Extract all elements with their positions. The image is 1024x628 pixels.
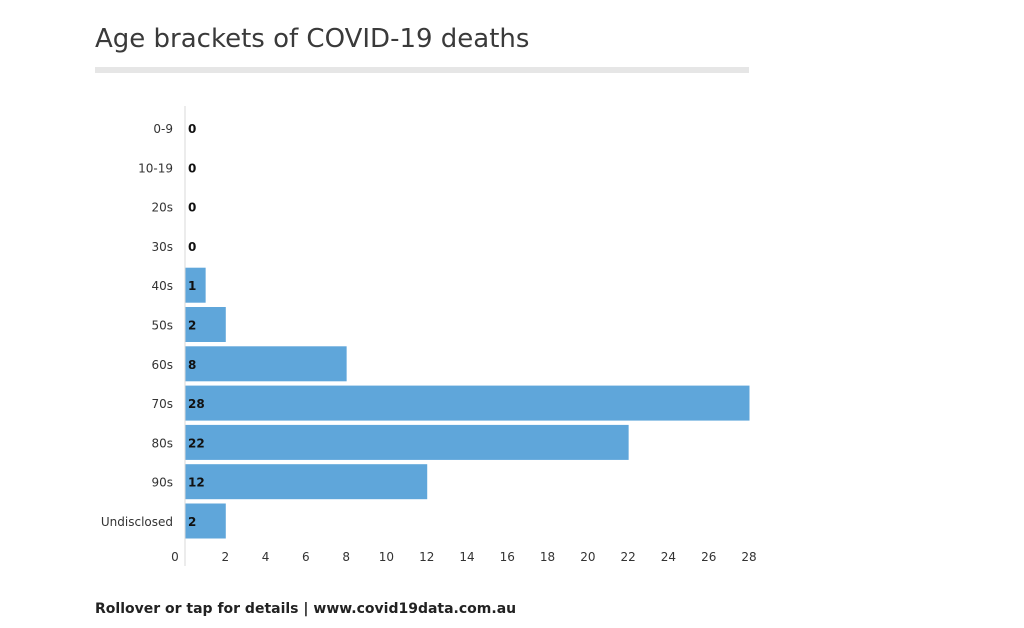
footer-note: Rollover or tap for details | www.covid1… (95, 601, 517, 617)
category-label: 60s (151, 358, 173, 372)
x-tick-label: 4 (262, 550, 270, 564)
data-label: 12 (188, 476, 205, 490)
x-tick-label: 0 (171, 550, 179, 564)
category-label: 80s (151, 436, 173, 450)
x-tick-label: 6 (302, 550, 310, 564)
x-axis-ticks: 0 2 4 6 8 10 12 14 16 18 20 22 24 26 28 (171, 550, 756, 564)
x-tick-label: 14 (459, 550, 474, 564)
x-tick-label: 2 (221, 550, 229, 564)
category-label: 10-19 (138, 161, 173, 175)
bar-90s[interactable] (185, 464, 428, 500)
x-tick-label: 10 (379, 550, 394, 564)
category-label: 0-9 (153, 122, 173, 136)
category-label: 20s (151, 201, 173, 215)
x-tick-label: 20 (580, 550, 595, 564)
data-label: 0 (188, 122, 196, 136)
bar-70s[interactable] (185, 385, 750, 421)
bar-40s[interactable] (185, 267, 206, 303)
title-divider (95, 67, 749, 73)
data-label: 8 (188, 358, 196, 372)
bars-group (185, 267, 750, 539)
category-label: 30s (151, 240, 173, 254)
bar-60s[interactable] (185, 346, 347, 382)
x-tick-label: 26 (701, 550, 716, 564)
data-label: 22 (188, 436, 205, 450)
x-tick-label: 24 (661, 550, 676, 564)
data-label: 28 (188, 397, 205, 411)
data-label: 0 (188, 201, 196, 215)
category-label: 70s (151, 397, 173, 411)
x-tick-label: 28 (741, 550, 756, 564)
category-label: 50s (151, 319, 173, 333)
category-labels: 0-9 10-19 20s 30s 40s 50s 60s 70s 80s 90s Undisclo… (101, 122, 173, 529)
category-label: 90s (151, 476, 173, 490)
data-label: 0 (188, 240, 196, 254)
data-label: 1 (188, 279, 196, 293)
x-tick-label: 22 (621, 550, 636, 564)
bar-80s[interactable] (185, 424, 629, 460)
data-label: 2 (188, 515, 196, 529)
x-tick-label: 16 (500, 550, 515, 564)
data-label: 0 (188, 161, 196, 175)
category-label: 40s (151, 279, 173, 293)
bar-50s[interactable] (185, 307, 226, 342)
x-tick-label: 12 (419, 550, 434, 564)
chart-title: Age brackets of COVID-19 deaths (95, 24, 530, 54)
x-tick-label: 8 (342, 550, 350, 564)
x-tick-label: 18 (540, 550, 555, 564)
bar-undisclosed[interactable] (185, 503, 226, 539)
category-label: Undisclosed (101, 515, 173, 529)
data-label: 2 (188, 319, 196, 333)
